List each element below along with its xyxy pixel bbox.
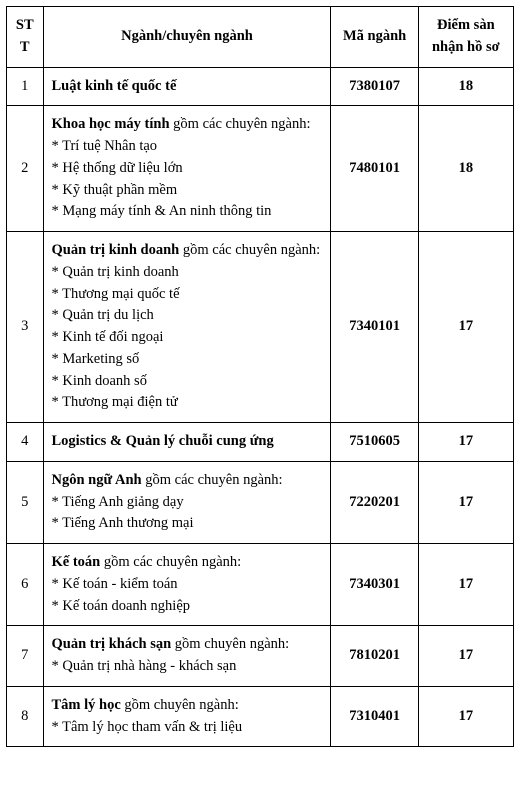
- table-row: 1 Luật kinh tế quốc tế 738010718: [7, 67, 514, 106]
- specialization-item: * Thương mại điện tử: [52, 392, 325, 414]
- table-row: 6 Kế toán gồm các chuyên ngành: * Kế toán …: [7, 544, 514, 626]
- table-row: 2Khoa học máy tính gồm các chuyên ngành:…: [7, 106, 514, 232]
- major-title: Logistics & Quản lý chuỗi cung ứng: [52, 433, 274, 449]
- cell-stt: 5: [7, 461, 44, 543]
- major-suffix: gồm chuyên ngành:: [171, 636, 289, 652]
- cell-stt: 6: [7, 544, 44, 626]
- cell-nganh: Ngôn ngữ Anh gồm các chuyên ngành: * Tiến…: [43, 461, 331, 543]
- table-row: 4 Logistics & Quản lý chuỗi cung ứng 75106…: [7, 423, 514, 462]
- specialization-item: * Tiếng Anh giảng dạy: [52, 492, 325, 514]
- cell-nganh: Luật kinh tế quốc tế: [43, 67, 331, 106]
- specialization-item: * Tiếng Anh thương mại: [52, 513, 325, 535]
- major-table: ST T Ngành/chuyên ngành Mã ngành Điểm sà…: [6, 6, 514, 747]
- major-title: Khoa học máy tính: [52, 116, 170, 132]
- cell-nganh: Khoa học máy tính gồm các chuyên ngành: *…: [43, 106, 331, 232]
- table-row: 8 Tâm lý học gồm chuyên ngành: * Tâm lý họ…: [7, 686, 514, 747]
- cell-nganh: Tâm lý học gồm chuyên ngành: * Tâm lý học…: [43, 686, 331, 747]
- specialization-item: * Thương mại quốc tế: [52, 284, 325, 306]
- major-title: Quản trị khách sạn: [52, 636, 172, 652]
- col-header-diem: Điểm sàn nhận hồ sơ: [418, 7, 513, 68]
- cell-ma: 7810201: [331, 626, 418, 687]
- cell-ma: 7310401: [331, 686, 418, 747]
- cell-ma: 7340101: [331, 232, 418, 423]
- table-row: 3Quản trị kinh doanh gồm các chuyên ngàn…: [7, 232, 514, 423]
- cell-diem: 17: [418, 626, 513, 687]
- specialization-item: * Kinh doanh số: [52, 371, 325, 393]
- cell-ma: 7220201: [331, 461, 418, 543]
- major-title: Quản trị kinh doanh: [52, 242, 180, 258]
- cell-ma: 7480101: [331, 106, 418, 232]
- specialization-item: * Kỹ thuật phần mềm: [52, 180, 325, 202]
- major-suffix: gồm các chuyên ngành:: [142, 472, 283, 488]
- cell-ma: 7380107: [331, 67, 418, 106]
- major-suffix: gồm các chuyên ngành:: [100, 554, 241, 570]
- specialization-item: * Quản trị kinh doanh: [52, 262, 325, 284]
- cell-stt: 2: [7, 106, 44, 232]
- specialization-item: * Tâm lý học tham vấn & trị liệu: [52, 717, 325, 739]
- col-header-stt: ST T: [7, 7, 44, 68]
- cell-diem: 18: [418, 67, 513, 106]
- specialization-item: * Kế toán doanh nghiệp: [52, 596, 325, 618]
- cell-stt: 4: [7, 423, 44, 462]
- cell-nganh: Quản trị kinh doanh gồm các chuyên ngành…: [43, 232, 331, 423]
- cell-nganh: Quản trị khách sạn gồm chuyên ngành: * Qu…: [43, 626, 331, 687]
- specialization-item: * Hệ thống dữ liệu lớn: [52, 158, 325, 180]
- col-header-ma: Mã ngành: [331, 7, 418, 68]
- cell-diem: 17: [418, 232, 513, 423]
- specialization-item: * Quản trị nhà hàng - khách sạn: [52, 656, 325, 678]
- specialization-item: * Trí tuệ Nhân tạo: [52, 136, 325, 158]
- major-suffix: gồm các chuyên ngành:: [179, 242, 320, 258]
- header-row: ST T Ngành/chuyên ngành Mã ngành Điểm sà…: [7, 7, 514, 68]
- cell-stt: 3: [7, 232, 44, 423]
- major-suffix: gồm chuyên ngành:: [121, 697, 239, 713]
- cell-diem: 18: [418, 106, 513, 232]
- cell-stt: 1: [7, 67, 44, 106]
- specialization-item: * Marketing số: [52, 349, 325, 371]
- specialization-item: * Mạng máy tính & An ninh thông tin: [52, 201, 325, 223]
- major-title: Kế toán: [52, 554, 101, 570]
- specialization-item: * Quản trị du lịch: [52, 305, 325, 327]
- cell-stt: 8: [7, 686, 44, 747]
- cell-ma: 7510605: [331, 423, 418, 462]
- col-header-nganh: Ngành/chuyên ngành: [43, 7, 331, 68]
- cell-nganh: Kế toán gồm các chuyên ngành: * Kế toán -…: [43, 544, 331, 626]
- cell-diem: 17: [418, 544, 513, 626]
- cell-diem: 17: [418, 461, 513, 543]
- table-row: 7 Quản trị khách sạn gồm chuyên ngành: * Q…: [7, 626, 514, 687]
- specialization-item: * Kinh tế đối ngoại: [52, 327, 325, 349]
- major-title: Tâm lý học: [52, 697, 121, 713]
- specialization-item: * Kế toán - kiểm toán: [52, 574, 325, 596]
- cell-ma: 7340301: [331, 544, 418, 626]
- cell-diem: 17: [418, 686, 513, 747]
- cell-stt: 7: [7, 626, 44, 687]
- major-title: Ngôn ngữ Anh: [52, 472, 142, 488]
- cell-nganh: Logistics & Quản lý chuỗi cung ứng: [43, 423, 331, 462]
- major-suffix: gồm các chuyên ngành:: [170, 116, 311, 132]
- table-row: 5 Ngôn ngữ Anh gồm các chuyên ngành: * Tiế…: [7, 461, 514, 543]
- major-title: Luật kinh tế quốc tế: [52, 78, 177, 94]
- cell-diem: 17: [418, 423, 513, 462]
